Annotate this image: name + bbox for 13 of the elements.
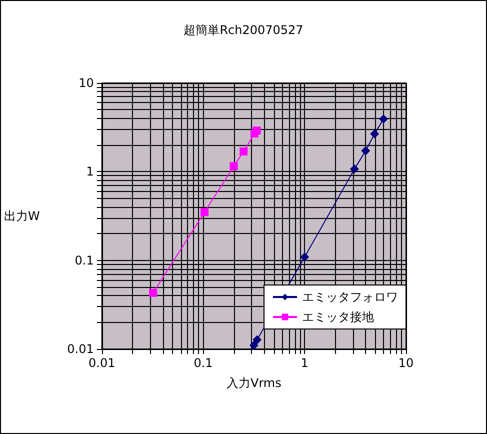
y-axis-title: 出力W: [4, 209, 40, 223]
y-tick-label: 1: [86, 164, 94, 179]
x-axis-title: 入力Vrms: [226, 376, 282, 390]
chart-title: 超簡単Rch20070527: [184, 23, 304, 37]
y-tick-label: 0.01: [67, 342, 94, 356]
legend-label: エミッタフォロワ: [302, 290, 398, 304]
x-tick-label: 1: [300, 356, 308, 370]
y-tick-label: 10: [78, 76, 94, 90]
x-tick-label: 0.01: [88, 356, 116, 370]
y-tick-label: 0.1: [74, 253, 94, 268]
x-tick-label: 10: [398, 356, 414, 370]
legend-label: エミッタ接地: [302, 310, 374, 324]
x-tick-label: 0.1: [194, 356, 213, 370]
